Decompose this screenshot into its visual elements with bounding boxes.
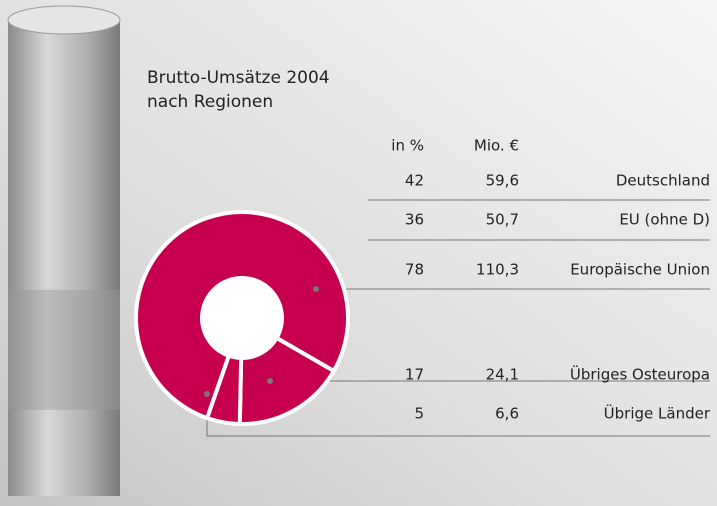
pillar-ornament bbox=[8, 290, 120, 410]
donut-slice bbox=[237, 335, 337, 426]
column-header: in % bbox=[391, 137, 424, 155]
chart-title: Brutto-Umsätze 2004 nach Regionen bbox=[147, 68, 330, 112]
percent-value: 42 bbox=[405, 172, 424, 190]
column-header: Mio. € bbox=[474, 137, 519, 155]
percent-value: 17 bbox=[405, 366, 424, 384]
leader-dots bbox=[204, 286, 319, 397]
region-label: Deutschland bbox=[616, 172, 710, 190]
donut-slice bbox=[204, 353, 244, 427]
donut-slice bbox=[134, 210, 350, 421]
percent-value: 78 bbox=[405, 261, 424, 279]
percent-value: 36 bbox=[405, 211, 424, 229]
percent-value: 5 bbox=[414, 405, 424, 423]
donut bbox=[134, 210, 350, 427]
region-label: Europäische Union bbox=[570, 261, 710, 279]
amount-value: 24,1 bbox=[486, 366, 519, 384]
region-label: Übriges Osteuropa bbox=[570, 365, 710, 384]
amount-value: 6,6 bbox=[495, 405, 519, 423]
amount-value: 110,3 bbox=[476, 261, 519, 279]
amount-value: 59,6 bbox=[486, 172, 519, 190]
region-label: Übrige Länder bbox=[604, 404, 711, 423]
pillar bbox=[8, 20, 120, 496]
pillar-top bbox=[7, 5, 121, 35]
donut-hole bbox=[204, 280, 280, 356]
amount-value: 50,7 bbox=[486, 211, 519, 229]
region-label: EU (ohne D) bbox=[619, 211, 710, 229]
leader-lines bbox=[206, 199, 710, 437]
